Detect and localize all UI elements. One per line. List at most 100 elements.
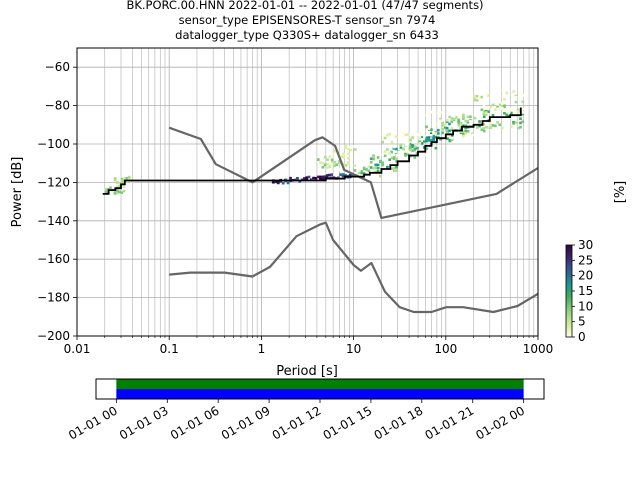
histogram-cell xyxy=(425,121,429,124)
mode-line-path xyxy=(102,107,522,195)
histogram-cell xyxy=(314,177,318,180)
histogram-cell xyxy=(519,92,522,95)
histogram-cell xyxy=(457,121,461,125)
histogram-cell xyxy=(118,182,122,186)
histogram-cell xyxy=(509,111,513,115)
histogram-cell xyxy=(123,177,126,180)
histogram-cell xyxy=(289,176,292,180)
histogram-cell xyxy=(339,173,343,176)
histogram-cell xyxy=(337,168,341,171)
x-axis-ticks: 0.01 0.1 1 10 100 1000 xyxy=(64,336,553,356)
histogram-cell xyxy=(385,148,389,151)
histogram-cell xyxy=(408,147,412,150)
histogram-cell xyxy=(432,134,435,138)
histogram-cell xyxy=(386,165,389,169)
histogram-cell xyxy=(484,91,488,95)
histogram-cell xyxy=(436,111,440,115)
histogram-cell xyxy=(446,131,449,134)
histogram-cell xyxy=(376,166,380,170)
title-line-2: sensor_type EPISENSORES-T sensor_sn 7974 xyxy=(179,13,436,27)
histogram-cell xyxy=(276,180,280,183)
histogram-cell xyxy=(514,95,518,99)
histogram-cell xyxy=(448,138,452,142)
histogram-cell xyxy=(347,162,350,165)
histogram-cell xyxy=(340,155,343,158)
histogram-cell xyxy=(395,153,398,157)
histogram-cell xyxy=(503,111,506,115)
colorbar-tick-label: 10 xyxy=(578,299,593,313)
coverage-bars xyxy=(116,379,524,399)
histogram-cell xyxy=(519,117,522,120)
histogram-cell xyxy=(491,90,495,94)
histogram-cell xyxy=(307,175,311,179)
histogram-cell xyxy=(507,110,511,114)
y-axis-ticks: −200 −180 −160 −140 −120 −100 −80 −60 xyxy=(37,60,77,343)
histogram-cell xyxy=(461,133,465,136)
colorbar-gradient xyxy=(565,244,573,338)
x-tick-label: 10 xyxy=(346,342,361,356)
histogram-cell xyxy=(341,174,345,178)
histogram-cell xyxy=(429,133,433,137)
low-noise-model-line xyxy=(169,221,539,314)
histogram-cell xyxy=(427,127,431,131)
histogram-cell xyxy=(427,136,431,139)
histogram-cell xyxy=(466,115,470,119)
histogram-cell xyxy=(402,131,405,135)
histogram-cell xyxy=(305,178,309,181)
histogram-cell xyxy=(344,154,348,157)
histogram-cell xyxy=(425,139,429,143)
histogram-cell xyxy=(441,124,445,127)
histogram-cell xyxy=(369,157,373,161)
histogram-cell xyxy=(411,149,414,152)
histogram-cell xyxy=(383,151,387,155)
y-tick-label: −140 xyxy=(37,214,70,228)
histogram-cell xyxy=(418,141,422,145)
histogram-cell xyxy=(328,173,331,177)
histogram-cell xyxy=(482,109,486,113)
histogram-cell xyxy=(342,152,346,156)
histogram-cell xyxy=(425,136,429,139)
histogram-cell xyxy=(411,144,415,147)
histogram-cell xyxy=(418,136,422,140)
histogram-cell xyxy=(439,110,442,114)
histogram-cell xyxy=(399,149,403,152)
histogram-cell xyxy=(413,156,417,159)
histogram-cell xyxy=(462,130,465,134)
histogram-cell xyxy=(521,112,525,116)
histogram-cell xyxy=(509,125,513,128)
histogram-cell xyxy=(516,108,520,112)
colorbar-label: [%] xyxy=(613,181,628,204)
histogram-cell xyxy=(358,155,362,158)
histogram-cell xyxy=(381,140,385,144)
histogram-cell xyxy=(118,184,121,188)
histogram-cell xyxy=(394,147,398,151)
histogram-cell xyxy=(404,152,407,156)
histogram-cell xyxy=(478,124,481,128)
histogram-cell xyxy=(392,133,396,137)
histogram-cell xyxy=(344,144,348,148)
histogram-cell xyxy=(372,155,375,158)
y-tick-label: −160 xyxy=(37,252,70,266)
histogram-cell xyxy=(473,98,477,102)
histogram-cell xyxy=(480,95,484,99)
histogram-cell xyxy=(330,173,333,176)
histogram-cell xyxy=(326,163,329,166)
histogram-cell xyxy=(462,134,465,138)
histogram-cell xyxy=(392,169,396,172)
histogram-cell xyxy=(457,123,461,127)
histogram-cell xyxy=(521,93,525,97)
y-tick-label: −80 xyxy=(45,99,70,113)
histogram-cell xyxy=(125,177,129,180)
histogram-cell xyxy=(348,174,352,177)
histogram-cell xyxy=(303,177,306,180)
colorbar-tick-label: 5 xyxy=(578,315,586,329)
histogram-cell xyxy=(383,154,387,158)
histogram-cell xyxy=(489,126,493,130)
histogram-cell xyxy=(464,132,468,135)
histogram-cell xyxy=(390,156,394,160)
histogram-cell xyxy=(446,119,449,122)
histogram-cell xyxy=(491,124,495,127)
histogram-cell xyxy=(122,189,126,193)
histogram-cell xyxy=(113,177,117,180)
